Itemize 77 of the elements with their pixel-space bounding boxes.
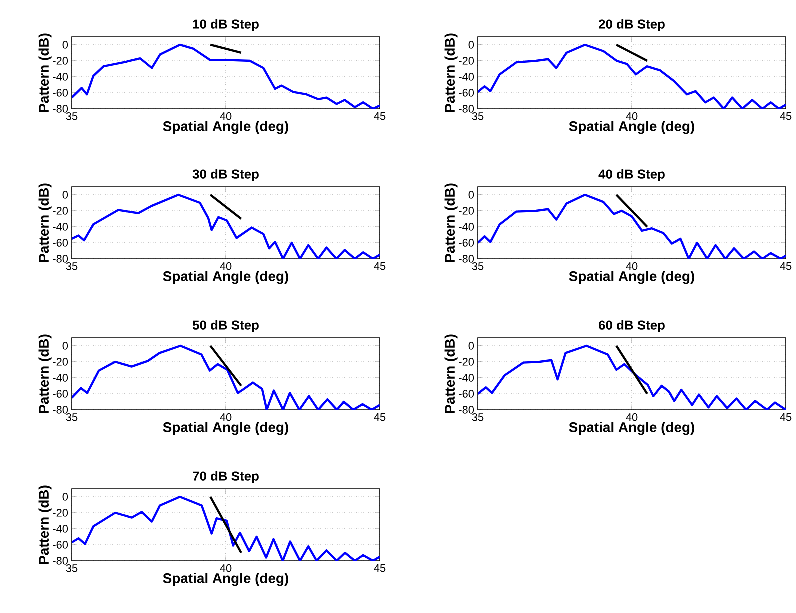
y-tick-label: -40: [459, 374, 474, 382]
chart-title: 60 dB Step: [599, 320, 665, 332]
y-tick-label: 0: [62, 342, 68, 350]
x-axis-title: Spatial Angle (deg): [163, 573, 288, 586]
chart-title: 40 dB Step: [598, 169, 665, 182]
y-tick-label: -60: [53, 239, 68, 247]
y-tick-label: 0: [62, 191, 68, 199]
y-tick-label: -20: [53, 509, 68, 517]
y-tick-label: 0: [468, 191, 474, 199]
y-axis-title: Pattern (dB): [38, 334, 52, 413]
y-tick-label: -40: [459, 223, 474, 231]
y-axis-title: Pattern (dB): [38, 184, 52, 262]
y-axis-title: Pattern (dB): [444, 184, 458, 262]
x-tick-label: 40: [220, 414, 232, 422]
x-tick-label: 45: [374, 262, 386, 270]
x-tick-label: 35: [66, 262, 78, 270]
y-tick-label: -60: [459, 239, 474, 247]
y-tick-label: 0: [468, 342, 474, 350]
x-tick-label: 40: [626, 414, 638, 422]
x-tick-label: 35: [66, 112, 78, 120]
y-tick-label: -60: [459, 89, 474, 97]
x-tick-label: 45: [780, 262, 792, 270]
x-tick-label: 35: [472, 414, 484, 422]
y-tick-label: -20: [459, 57, 474, 65]
y-tick-label: -80: [53, 406, 68, 414]
chart-title: 50 dB Step: [192, 320, 259, 332]
y-tick-label: -80: [459, 406, 474, 414]
x-tick-label: 40: [220, 564, 232, 572]
x-tick-label: 45: [374, 414, 386, 422]
y-axis-title: Pattern (dB): [444, 334, 458, 413]
x-tick-label: 45: [374, 112, 386, 120]
x-tick-label: 40: [220, 262, 232, 270]
chart-title: 70 dB Step: [193, 471, 259, 484]
y-tick-label: -80: [53, 255, 68, 263]
x-axis-title: Spatial Angle (deg): [163, 121, 288, 134]
chart-title: 30 dB Step: [192, 169, 259, 182]
x-tick-label: 40: [626, 112, 638, 120]
y-tick-label: -60: [53, 390, 68, 398]
y-tick-label: -80: [459, 255, 474, 263]
y-tick-label: -40: [53, 525, 68, 533]
y-tick-label: -60: [459, 390, 474, 398]
x-tick-label: 40: [626, 262, 638, 270]
x-tick-label: 35: [472, 262, 484, 270]
y-tick-label: -20: [459, 207, 474, 215]
y-tick-label: -20: [53, 207, 68, 215]
x-tick-label: 35: [66, 564, 78, 572]
x-tick-label: 35: [66, 414, 78, 422]
chart-title: 10 dB Step: [193, 19, 259, 32]
y-tick-label: -40: [53, 73, 68, 81]
x-axis-title: Spatial Angle (deg): [569, 121, 694, 134]
x-tick-label: 35: [472, 112, 484, 120]
y-tick-label: -80: [459, 105, 474, 113]
y-axis-title: Pattern (dB): [38, 486, 52, 564]
chart-title: 20 dB Step: [598, 19, 665, 32]
y-tick-label: -60: [53, 89, 68, 97]
y-tick-label: -60: [53, 541, 68, 549]
y-tick-label: -40: [459, 73, 474, 81]
y-tick-label: -80: [53, 105, 68, 113]
x-tick-label: 45: [374, 564, 386, 572]
y-tick-label: -40: [53, 223, 68, 231]
x-axis-title: Spatial Angle (deg): [569, 422, 694, 436]
y-tick-label: 0: [62, 41, 68, 49]
y-tick-label: -20: [53, 358, 68, 366]
y-tick-label: -20: [459, 358, 474, 366]
y-axis-title: Pattern (dB): [444, 34, 458, 112]
x-axis-title: Spatial Angle (deg): [163, 422, 288, 436]
x-axis-title: Spatial Angle (deg): [163, 271, 288, 284]
y-axis-title: Pattern (dB): [38, 34, 52, 112]
x-axis-title: Spatial Angle (deg): [569, 271, 694, 284]
x-tick-label: 45: [780, 414, 792, 422]
y-tick-label: -20: [53, 57, 68, 65]
y-tick-label: -80: [53, 557, 68, 565]
y-tick-label: 0: [62, 493, 68, 501]
y-tick-label: -40: [53, 374, 68, 382]
y-tick-label: 0: [468, 41, 474, 49]
x-tick-label: 40: [220, 112, 232, 120]
x-tick-label: 45: [780, 112, 792, 120]
